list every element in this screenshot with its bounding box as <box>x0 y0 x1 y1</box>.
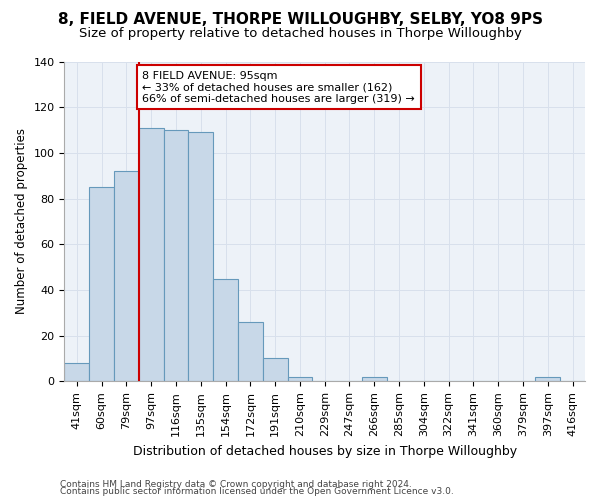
Y-axis label: Number of detached properties: Number of detached properties <box>15 128 28 314</box>
Bar <box>213 278 238 382</box>
Bar <box>114 171 139 382</box>
Bar <box>139 128 164 382</box>
Bar <box>188 132 213 382</box>
X-axis label: Distribution of detached houses by size in Thorpe Willoughby: Distribution of detached houses by size … <box>133 444 517 458</box>
Text: Size of property relative to detached houses in Thorpe Willoughby: Size of property relative to detached ho… <box>79 28 521 40</box>
Text: 8, FIELD AVENUE, THORPE WILLOUGHBY, SELBY, YO8 9PS: 8, FIELD AVENUE, THORPE WILLOUGHBY, SELB… <box>58 12 542 28</box>
Bar <box>238 322 263 382</box>
Bar <box>64 363 89 382</box>
Text: Contains HM Land Registry data © Crown copyright and database right 2024.: Contains HM Land Registry data © Crown c… <box>60 480 412 489</box>
Bar <box>89 187 114 382</box>
Bar <box>535 377 560 382</box>
Bar <box>164 130 188 382</box>
Text: Contains public sector information licensed under the Open Government Licence v3: Contains public sector information licen… <box>60 487 454 496</box>
Text: 8 FIELD AVENUE: 95sqm
← 33% of detached houses are smaller (162)
66% of semi-det: 8 FIELD AVENUE: 95sqm ← 33% of detached … <box>142 70 415 104</box>
Bar <box>263 358 287 382</box>
Bar <box>362 377 386 382</box>
Bar <box>287 377 313 382</box>
